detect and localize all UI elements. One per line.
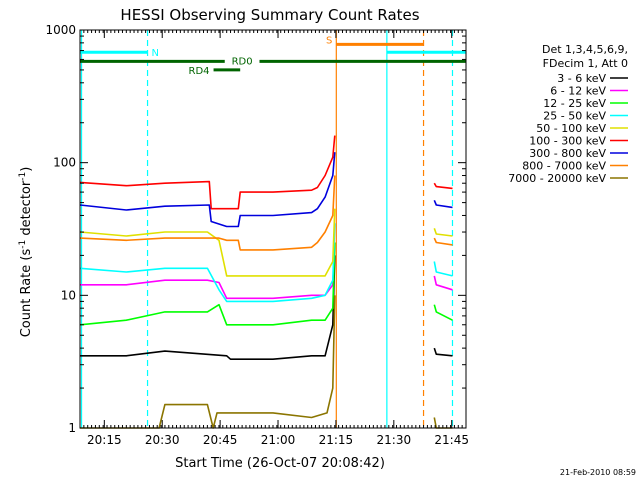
series-line-3-6-kev xyxy=(433,347,453,357)
legend-label: 25 - 50 keV xyxy=(543,110,606,123)
y-axis-label-part: Count Rate (s xyxy=(19,249,34,338)
s-bar-label: S xyxy=(326,35,332,46)
series-line-800-7000-kev xyxy=(433,237,453,246)
plot-frame xyxy=(79,29,467,429)
legend-label: 7000 - 20000 keV xyxy=(508,172,606,185)
x-axis-label: Start Time (26-Oct-07 20:08:42) xyxy=(175,456,385,471)
legend-label: 6 - 12 keV xyxy=(550,85,606,98)
series-line-50-100-kev xyxy=(433,228,453,237)
x-tick-label: 20:30 xyxy=(145,433,180,447)
x-tick-label: 21:45 xyxy=(434,433,469,447)
series-line-12-25-kev xyxy=(433,304,453,321)
y-tick-label: 10 xyxy=(61,288,76,302)
y-axis-label-sup: -1 xyxy=(18,240,28,249)
series-line-100-300-kev xyxy=(433,182,453,190)
legend-label: 100 - 300 keV xyxy=(529,135,606,148)
series-line-50-100-kev xyxy=(79,208,336,277)
n-bar-label: N xyxy=(152,48,159,59)
x-tick-label: 21:00 xyxy=(261,433,296,447)
y-axis-label-part: ) xyxy=(19,167,34,172)
series-line-25-50-kev xyxy=(79,223,336,303)
y-tick-label: 100 xyxy=(53,156,76,170)
y-axis-label-part: detector xyxy=(19,180,34,240)
series-line-3-6-kev xyxy=(80,255,336,361)
legend-header: Det 1,3,4,5,6,9, xyxy=(542,43,628,56)
series-layer xyxy=(79,135,453,429)
y-axis-label-sup: -1 xyxy=(18,172,28,181)
x-tick-label: 20:15 xyxy=(87,433,122,447)
x-tick-label: 21:15 xyxy=(319,433,354,447)
legend-label: 300 - 800 keV xyxy=(529,147,606,160)
legend-label: 3 - 6 keV xyxy=(557,72,606,85)
series-line-800-7000-kev xyxy=(79,175,336,251)
y-tick-label: 1000 xyxy=(45,23,76,37)
legend-header: FDecim 1, Att 0 xyxy=(543,57,628,70)
annotation-layer: N S RD0 RD4 xyxy=(80,30,466,428)
legend-label: 50 - 100 keV xyxy=(536,122,606,135)
footer-timestamp: 21-Feb-2010 08:59 xyxy=(560,468,636,477)
series-line-25-50-kev xyxy=(433,261,453,277)
rd4-bar-label: RD4 xyxy=(189,66,210,77)
rd0-bar-label: RD0 xyxy=(232,56,253,67)
legend-label: 12 - 25 keV xyxy=(543,97,606,110)
series-line-12-25-kev xyxy=(79,242,336,326)
series-line-100-300-kev xyxy=(79,135,336,210)
chart-title: HESSI Observing Summary Count Rates xyxy=(120,6,419,24)
legend: Det 1,3,4,5,6,9, FDecim 1, Att 0 3 - 6 k… xyxy=(508,43,628,185)
y-axis-label: Count Rate (s-1 detector-1) xyxy=(18,167,34,338)
series-line-7000-20000-kev xyxy=(433,417,453,429)
series-line-6-12-kev xyxy=(80,242,336,300)
series-line-6-12-kev xyxy=(433,275,453,291)
series-line-7000-20000-kev xyxy=(80,295,336,429)
series-line-300-800-kev xyxy=(79,152,336,228)
axes-layer: 1 10 100 1000 20:15 20:30 20:45 21:00 21:15 21:30… xyxy=(45,23,469,447)
x-tick-label: 21:30 xyxy=(377,433,412,447)
x-tick-label: 20:45 xyxy=(203,433,238,447)
legend-label: 800 - 7000 keV xyxy=(522,160,606,173)
series-line-300-800-kev xyxy=(433,199,453,209)
y-tick-label: 1 xyxy=(68,421,76,435)
